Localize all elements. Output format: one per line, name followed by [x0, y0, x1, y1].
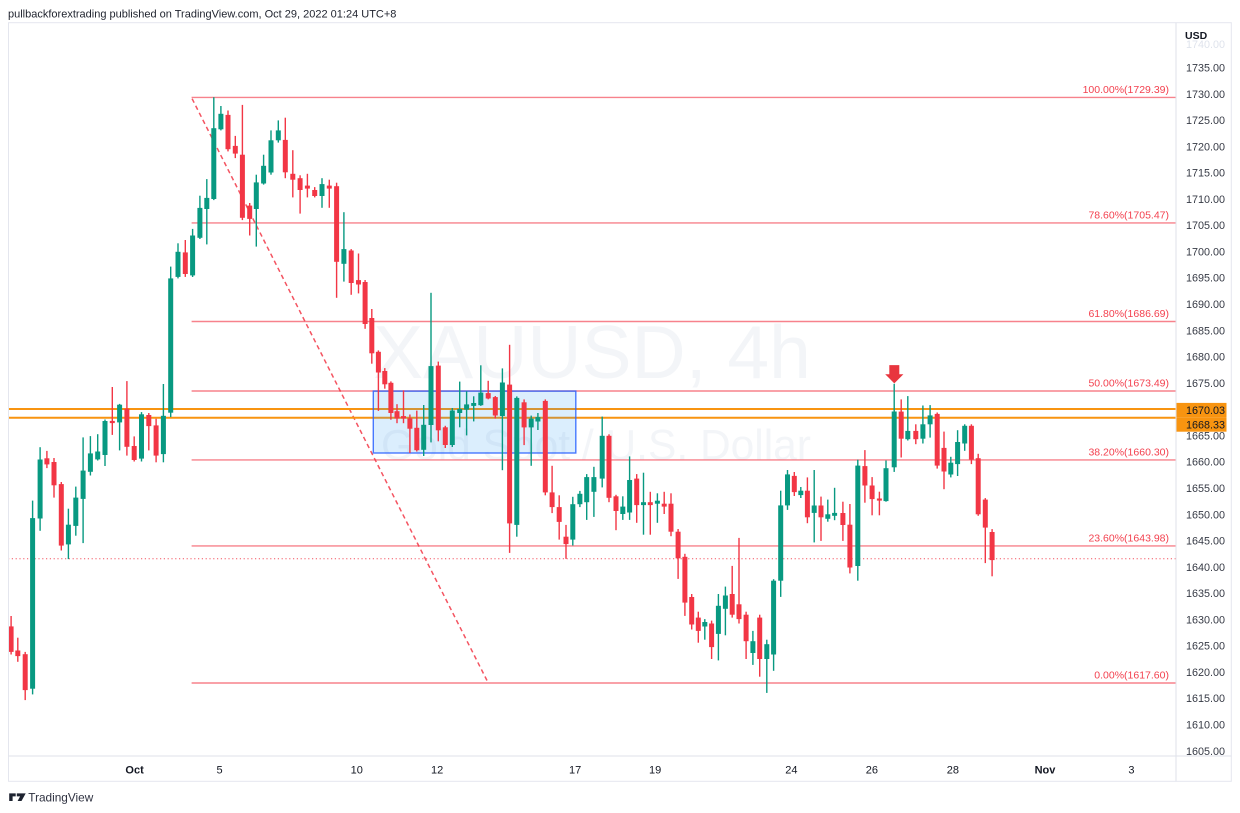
svg-text:1630.00: 1630.00 — [1186, 614, 1225, 626]
svg-text:5: 5 — [216, 765, 222, 777]
svg-text:24: 24 — [785, 765, 797, 777]
svg-text:1675.00: 1675.00 — [1186, 378, 1225, 390]
svg-text:1625.00: 1625.00 — [1186, 641, 1225, 653]
svg-text:1615.00: 1615.00 — [1186, 693, 1225, 705]
svg-text:1610.00: 1610.00 — [1186, 720, 1225, 732]
svg-text:USD: USD — [1185, 30, 1208, 42]
svg-text:78.60%(1705.47): 78.60%(1705.47) — [1088, 209, 1169, 221]
svg-text:1620.00: 1620.00 — [1186, 667, 1225, 679]
svg-text:pullbackforextrading published: pullbackforextrading published on Tradin… — [8, 9, 396, 21]
svg-text:19: 19 — [649, 765, 661, 777]
svg-text:1690.00: 1690.00 — [1186, 299, 1225, 311]
svg-text:1740.00: 1740.00 — [1186, 39, 1225, 51]
svg-text:1700.00: 1700.00 — [1186, 247, 1225, 259]
svg-text:100.00%(1729.39): 100.00%(1729.39) — [1083, 84, 1169, 96]
svg-text:50.00%(1673.49): 50.00%(1673.49) — [1088, 378, 1169, 390]
svg-text:1680.00: 1680.00 — [1186, 352, 1225, 364]
svg-text:61.80%(1686.69): 61.80%(1686.69) — [1088, 308, 1169, 320]
svg-text:1725.00: 1725.00 — [1186, 115, 1225, 127]
svg-text:1710.00: 1710.00 — [1186, 194, 1225, 206]
svg-text:TradingView: TradingView — [28, 791, 93, 805]
svg-text:1670.03: 1670.03 — [1186, 405, 1225, 417]
svg-text:1660.00: 1660.00 — [1186, 457, 1225, 469]
svg-text:10: 10 — [351, 765, 363, 777]
svg-text:1635.00: 1635.00 — [1186, 588, 1225, 600]
svg-text:23.60%(1643.98): 23.60%(1643.98) — [1088, 532, 1169, 544]
svg-text:Nov: Nov — [1035, 765, 1057, 777]
svg-text:1640.00: 1640.00 — [1186, 562, 1225, 574]
svg-text:0.00%(1617.60): 0.00%(1617.60) — [1094, 670, 1169, 682]
svg-text:3: 3 — [1128, 765, 1134, 777]
svg-text:1655.00: 1655.00 — [1186, 483, 1225, 495]
svg-text:1715.00: 1715.00 — [1186, 168, 1225, 180]
svg-text:XAUUSD, 4h: XAUUSD, 4h — [373, 310, 811, 394]
svg-text:1685.00: 1685.00 — [1186, 325, 1225, 337]
svg-text:1730.00: 1730.00 — [1186, 89, 1225, 101]
svg-text:12: 12 — [431, 765, 443, 777]
svg-text:Oct: Oct — [125, 765, 144, 777]
svg-text:1665.00: 1665.00 — [1186, 430, 1225, 442]
svg-text:26: 26 — [866, 765, 878, 777]
svg-text:1735.00: 1735.00 — [1186, 63, 1225, 75]
svg-text:38.20%(1660.30): 38.20%(1660.30) — [1088, 446, 1169, 458]
svg-text:1650.00: 1650.00 — [1186, 509, 1225, 521]
svg-text:1720.00: 1720.00 — [1186, 141, 1225, 153]
svg-text:1645.00: 1645.00 — [1186, 536, 1225, 548]
svg-text:1705.00: 1705.00 — [1186, 220, 1225, 232]
svg-text:1695.00: 1695.00 — [1186, 273, 1225, 285]
svg-text:28: 28 — [947, 765, 959, 777]
svg-text:17: 17 — [569, 765, 581, 777]
svg-text:1668.33: 1668.33 — [1186, 419, 1225, 431]
svg-text:1605.00: 1605.00 — [1186, 746, 1225, 758]
